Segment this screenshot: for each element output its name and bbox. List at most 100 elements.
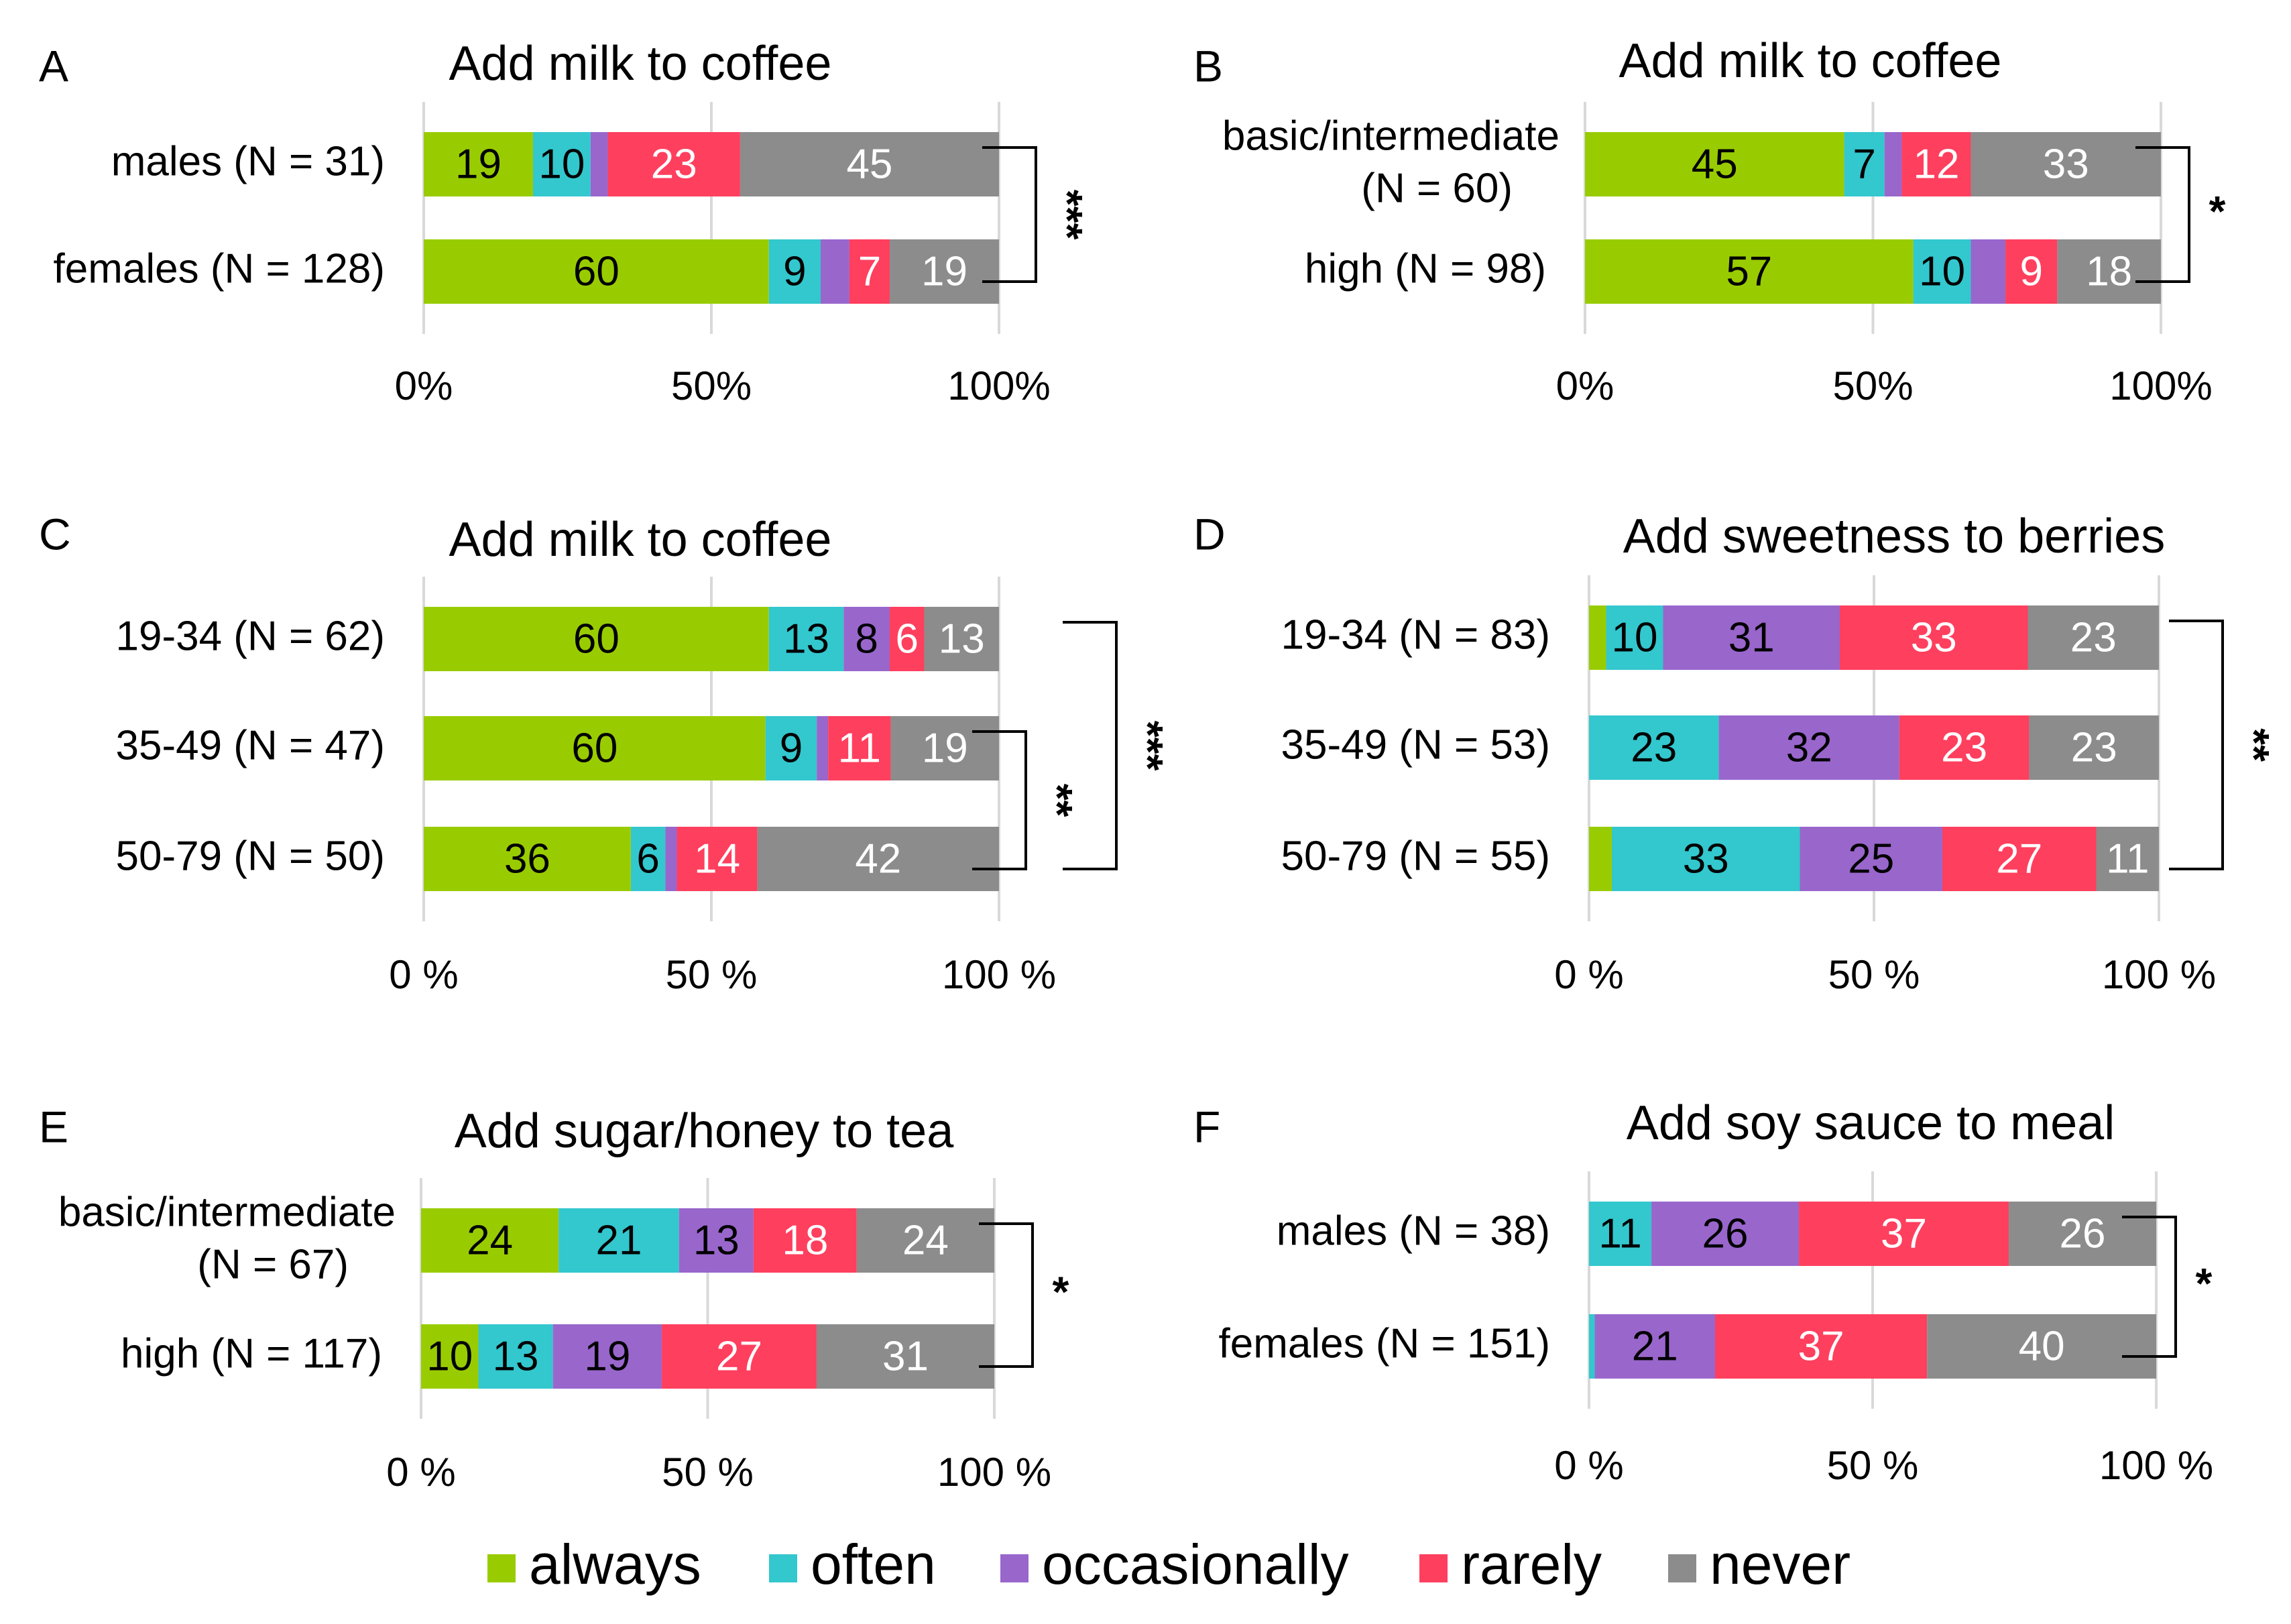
bar-segment-often bbox=[768, 607, 844, 671]
data-label: 24 bbox=[467, 1217, 513, 1263]
category-label: basic/intermediate bbox=[1222, 113, 1560, 159]
panel-f: F Add soy sauce to meal 0 % 50 % 100 % 11 26 37… bbox=[1193, 1096, 2213, 1488]
panels: A Add milk to coffee 0% 50% 100% 19 10 23 45 male… bbox=[39, 34, 2278, 1495]
bar-segment-always bbox=[424, 132, 534, 196]
panel-letter: F bbox=[1193, 1102, 1220, 1151]
bar-segment-rarely bbox=[607, 132, 740, 196]
bar-segment-never bbox=[890, 716, 999, 780]
bar-segment-often bbox=[1589, 1314, 1595, 1379]
panel-title: Add milk to coffee bbox=[1619, 34, 2002, 88]
significance-bracket bbox=[2169, 620, 2224, 870]
data-label: 57 bbox=[1726, 248, 1772, 294]
bar-segment-always bbox=[421, 1324, 479, 1389]
category-label: (N = 67) bbox=[197, 1241, 349, 1287]
legend-label-never: never bbox=[1710, 1533, 1851, 1596]
significance-bracket bbox=[979, 1222, 1034, 1368]
bar-segment-occasionally bbox=[1800, 827, 1942, 891]
significance-bracket bbox=[1063, 621, 1118, 870]
x-tick-label: 50 % bbox=[662, 1450, 754, 1495]
data-label: 13 bbox=[783, 616, 829, 662]
panel-a: A Add milk to coffee 0% 50% 100% 19 10 23 45 male… bbox=[39, 37, 1092, 408]
category-label: 50-79 (N = 50) bbox=[116, 833, 386, 879]
x-tick-label: 50 % bbox=[666, 952, 758, 997]
x-tick-label: 50 % bbox=[1827, 1443, 1919, 1488]
panel-b: B Add milk to coffee 0% 50% 100% 45 7 12 33 basic… bbox=[1193, 34, 2226, 408]
legend-label-occasionally: occasionally bbox=[1042, 1533, 1349, 1596]
data-label: 40 bbox=[2019, 1323, 2065, 1369]
category-label: basic/intermediate bbox=[58, 1189, 396, 1235]
bar-segment-always bbox=[424, 716, 766, 780]
data-label: 6 bbox=[636, 835, 659, 882]
bar-segment-never bbox=[2096, 827, 2159, 891]
data-label: 12 bbox=[1914, 141, 1960, 187]
bar-segment-rarely bbox=[1840, 605, 2028, 670]
data-label: 27 bbox=[1996, 835, 2042, 882]
bar-segment-never bbox=[1971, 132, 2161, 196]
data-label: 11 bbox=[1598, 1210, 1641, 1257]
data-label: 9 bbox=[783, 248, 806, 294]
panel-letter: A bbox=[39, 41, 68, 91]
legend-swatch-always bbox=[487, 1554, 516, 1582]
bar-segment-occasionally bbox=[1651, 1202, 1800, 1266]
data-label: 26 bbox=[2060, 1210, 2106, 1257]
data-label: 10 bbox=[1612, 614, 1658, 660]
significance-marker: ** bbox=[2230, 728, 2278, 762]
category-label: 19-34 (N = 62) bbox=[116, 613, 386, 659]
x-tick-label: 100% bbox=[2109, 363, 2212, 408]
panel-d: D Add sweetness to berries 0 % 50 % 100 % 10 3… bbox=[1193, 509, 2278, 996]
data-label: 60 bbox=[573, 248, 620, 294]
category-label: 35-49 (N = 47) bbox=[116, 722, 386, 768]
bar-segment-always bbox=[1589, 827, 1612, 891]
data-label: 33 bbox=[2043, 141, 2089, 187]
category-label: high (N = 117) bbox=[121, 1330, 382, 1377]
panel-letter: C bbox=[39, 509, 71, 559]
legend-label-often: often bbox=[811, 1533, 936, 1596]
bar-segment-never bbox=[2009, 1202, 2156, 1266]
x-tick-label: 100 % bbox=[2099, 1443, 2213, 1488]
data-label: 13 bbox=[493, 1333, 539, 1379]
bar-segment-always bbox=[1585, 239, 1914, 304]
bar-segment-never bbox=[2028, 605, 2159, 670]
data-label: 8 bbox=[855, 616, 878, 662]
data-label: 33 bbox=[1683, 835, 1729, 882]
category-label: females (N = 151) bbox=[1219, 1320, 1551, 1367]
x-tick-label: 100 % bbox=[937, 1450, 1051, 1495]
bar-segment-often bbox=[768, 239, 821, 304]
data-label: 45 bbox=[1692, 141, 1738, 187]
x-tick-label: 0% bbox=[395, 363, 453, 408]
bar-segment-often bbox=[1589, 1202, 1652, 1266]
data-label: 42 bbox=[855, 835, 901, 882]
bar-segment-never bbox=[856, 1208, 994, 1273]
data-label: 14 bbox=[694, 835, 740, 882]
data-label: 26 bbox=[1702, 1210, 1749, 1257]
bar-segment-occasionally bbox=[1663, 605, 1840, 670]
data-label: 23 bbox=[1941, 724, 1987, 770]
category-label: males (N = 38) bbox=[1277, 1208, 1550, 1254]
bar-segment-occasionally bbox=[817, 716, 829, 780]
data-label: 7 bbox=[1853, 141, 1875, 187]
legend-swatch-occasionally bbox=[1000, 1554, 1029, 1582]
data-label: 19 bbox=[584, 1333, 630, 1379]
data-label: 23 bbox=[2070, 614, 2117, 660]
bar-segment-often bbox=[533, 132, 591, 196]
data-label: 25 bbox=[1848, 835, 1894, 882]
legend-swatch-rarely bbox=[1419, 1554, 1448, 1582]
category-label: females (N = 128) bbox=[54, 245, 386, 292]
data-label: 21 bbox=[595, 1217, 642, 1263]
data-label: 7 bbox=[858, 248, 881, 294]
legend-label-always: always bbox=[529, 1533, 701, 1596]
data-label: 18 bbox=[782, 1217, 828, 1263]
category-label: high (N = 98) bbox=[1305, 245, 1546, 292]
bar-segment-always bbox=[424, 607, 769, 671]
data-label: 60 bbox=[571, 725, 618, 771]
bar-segment-often bbox=[559, 1208, 679, 1273]
data-label: 37 bbox=[1881, 1210, 1927, 1257]
x-tick-label: 0 % bbox=[1554, 952, 1623, 997]
bar-segment-often bbox=[478, 1324, 553, 1389]
x-tick-label: 100 % bbox=[942, 952, 1056, 997]
bar-segment-occasionally bbox=[1971, 239, 2006, 304]
data-label: 13 bbox=[939, 616, 985, 662]
x-tick-label: 50% bbox=[1832, 363, 1913, 408]
legend-label-rarely: rarely bbox=[1461, 1533, 1602, 1596]
